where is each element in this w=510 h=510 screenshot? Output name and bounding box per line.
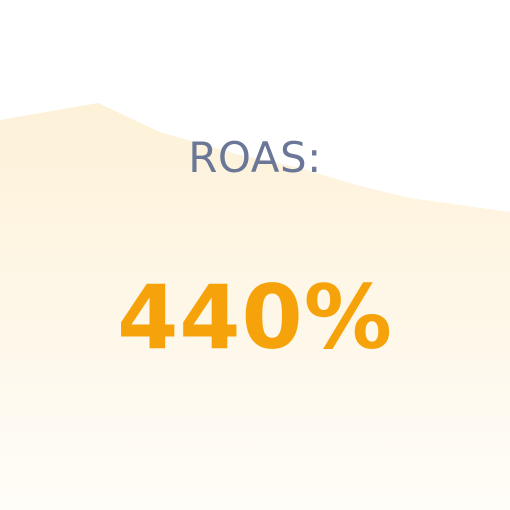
background-wave-shape (0, 103, 510, 510)
metric-label: ROAS: (188, 133, 322, 182)
metric-value: 440% (117, 266, 393, 369)
